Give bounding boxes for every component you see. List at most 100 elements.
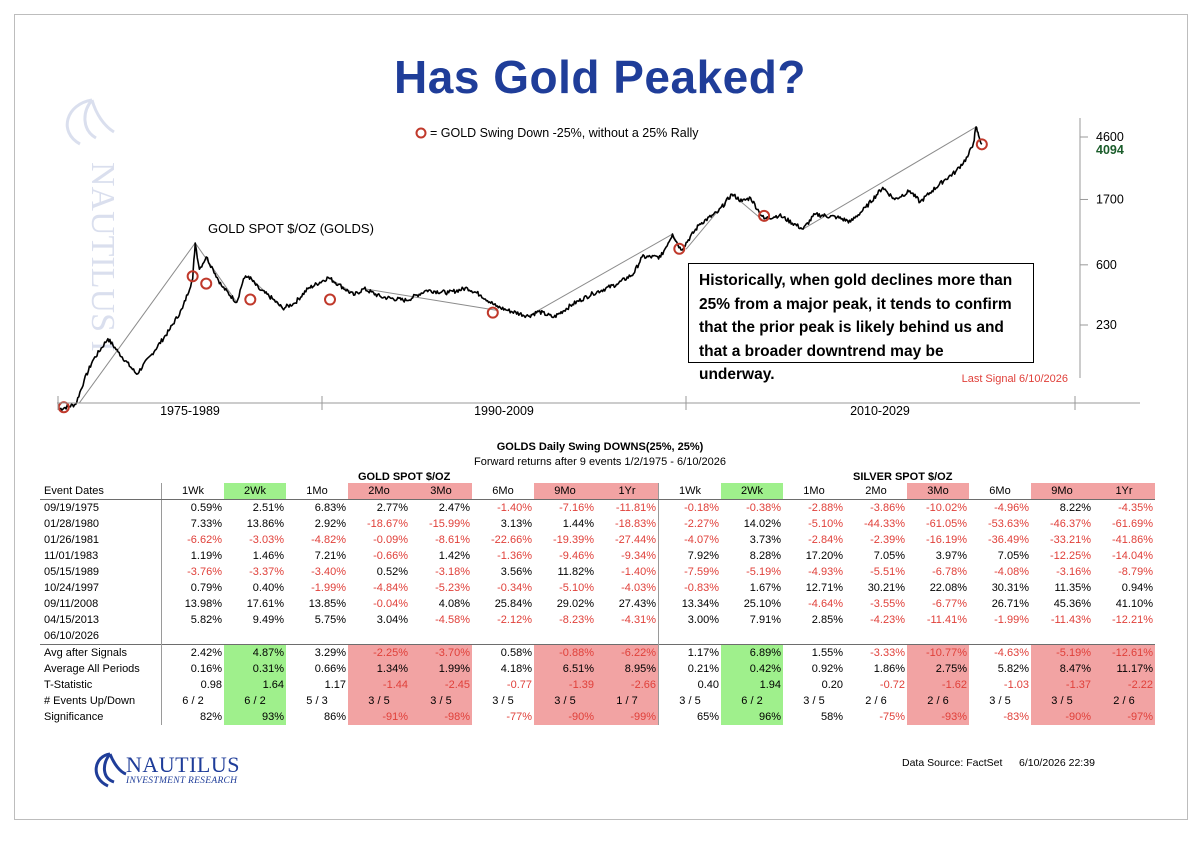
table-cell: 26.71%	[991, 598, 1029, 610]
table-cell: 2.47%	[438, 502, 470, 514]
column-header: 1Yr	[596, 483, 659, 500]
peak-trend-line	[194, 242, 238, 303]
table-cell: 4.18%	[500, 663, 532, 675]
table-cell: -4.84%	[373, 582, 408, 594]
signal-marker	[758, 209, 771, 222]
table-cell: -19.39%	[553, 534, 594, 546]
table-cell: 6 / 2	[161, 693, 224, 709]
column-header: 2Wk	[224, 483, 286, 500]
table-cell: 2.51%	[252, 502, 284, 514]
x-period-label: 1975-1989	[160, 404, 220, 418]
table-cell: 0.40%	[252, 582, 284, 594]
y-tick-label: 4600	[1096, 130, 1124, 144]
event-row: 09/11/2008 13.98% 17.61% 13.85% -0.04% 4.08% 2…	[40, 596, 1155, 612]
row-label: 01/28/1980	[44, 518, 100, 530]
table-cell: 1.64	[224, 677, 286, 693]
table-cell	[534, 628, 596, 645]
column-header: 3Mo	[907, 483, 969, 500]
table-cell: -3.33%	[845, 644, 907, 661]
peak-trend-line	[528, 233, 673, 317]
y-tick-label: 600	[1096, 258, 1117, 272]
table-cell: -3.16%	[1056, 566, 1091, 578]
table-cell: -0.88%	[534, 644, 596, 661]
y-tick-label: 230	[1096, 318, 1117, 332]
table-cell: 2 / 6	[907, 693, 969, 709]
gold-price-line	[58, 126, 983, 411]
table-cell: -0.66%	[373, 550, 408, 562]
event-row: 06/10/2026	[40, 628, 1155, 645]
table-cell: 1.44%	[562, 518, 594, 530]
row-label: Avg after Signals	[40, 644, 162, 661]
row-label: 05/15/1989	[44, 566, 100, 578]
table-cell: 27.43%	[618, 598, 656, 610]
table-cell: -2.22	[1093, 677, 1155, 693]
table-cell: 0.21%	[658, 661, 721, 677]
table-cell: 25.84%	[494, 598, 532, 610]
table-cell: -7.16%	[559, 502, 594, 514]
table-cell: 6 / 2	[224, 693, 286, 709]
table-cell: 1.55%	[783, 644, 845, 661]
table-subtitle: Forward returns after 9 events 1/2/1975 …	[474, 456, 726, 468]
table-cell: 2 / 6	[1093, 693, 1155, 709]
table-cell: -4.07%	[658, 532, 721, 548]
table-cell: 7.92%	[658, 548, 721, 564]
table-cell: 8.22%	[1059, 502, 1091, 514]
table-cell: -5.51%	[870, 566, 905, 578]
table-cell: -1.39	[534, 677, 596, 693]
row-label: 09/19/1975	[44, 502, 100, 514]
table-cell: -0.04%	[373, 598, 408, 610]
table-cell: 7.33%	[161, 516, 224, 532]
table-cell: 6.83%	[314, 502, 346, 514]
table-cell: -2.12%	[497, 614, 532, 626]
table-cell: 13.34%	[658, 596, 721, 612]
table-cell: -91%	[348, 709, 410, 725]
signal-marker	[324, 293, 337, 306]
column-header: 1Mo	[286, 483, 348, 500]
table-cell: -27.44%	[615, 534, 656, 546]
table-cell: 1.17%	[658, 644, 721, 661]
table-cell	[1093, 628, 1155, 645]
table-cell: -36.49%	[988, 534, 1029, 546]
x-period-label: 1990-2009	[474, 404, 534, 418]
table-cell: 1.94	[721, 677, 783, 693]
row-label: Average All Periods	[44, 663, 140, 675]
table-header-row: Event Dates 1Wk 2Wk 1Mo 2Mo 3Mo 6Mo 9Mo 1Yr 1Wk 2W…	[40, 483, 1155, 500]
table-cell: 22.08%	[929, 582, 967, 594]
table-cell: 1.67%	[749, 582, 781, 594]
table-cell: -53.63%	[988, 518, 1029, 530]
table-cell	[658, 628, 721, 645]
stat-row: Average All Periods 0.16% 0.31% 0.66% 1.34% 1…	[40, 661, 1155, 677]
peak-trend-line	[78, 242, 196, 404]
table-cell: -1.40%	[621, 566, 656, 578]
table-cell: -97%	[1093, 709, 1155, 725]
table-cell: -5.19%	[746, 566, 781, 578]
table-cell	[721, 628, 783, 645]
table-cell: 3.97%	[935, 550, 967, 562]
table-cell: -8.79%	[1118, 566, 1153, 578]
table-cell: 1.99%	[410, 661, 472, 677]
table-cell: 0.92%	[811, 663, 843, 675]
table-cell: -10.77%	[907, 644, 969, 661]
table-cell: -44.33%	[864, 518, 905, 530]
x-period-labels: 1975-1989 1990-2009 2010-2029	[160, 404, 910, 418]
table-cell: 0.16%	[161, 661, 224, 677]
x-axis-ticks	[57, 396, 1076, 410]
column-header: 6Mo	[472, 483, 534, 500]
signal-marker	[486, 306, 499, 319]
stat-row: Significance 82% 93% 86% -91% -98% -77% -90% -99…	[40, 709, 1155, 725]
column-header: 1Yr	[1093, 483, 1155, 500]
table-cell: 2.75%	[907, 661, 969, 677]
table-cell: -3.40%	[311, 566, 346, 578]
watermark-text: NAUTILUS INVESTMENT RESEARCH	[84, 162, 121, 352]
event-row: 01/26/1981 -6.62% -3.03% -4.82% -0.09% -8.61%…	[40, 532, 1155, 548]
table-cell: -99%	[596, 709, 659, 725]
table-cell: -2.39%	[870, 534, 905, 546]
series-label: GOLD SPOT $/OZ (GOLDS)	[208, 221, 374, 236]
legend-text: = GOLD Swing Down -25%, without a 25% Ra…	[430, 126, 699, 140]
table-cell: -22.66%	[491, 534, 532, 546]
table-cell: -12.25%	[1050, 550, 1091, 562]
table-cell: -4.63%	[969, 644, 1031, 661]
table-cell: 5 / 3	[306, 695, 328, 707]
table-cell: -15.99%	[429, 518, 470, 530]
